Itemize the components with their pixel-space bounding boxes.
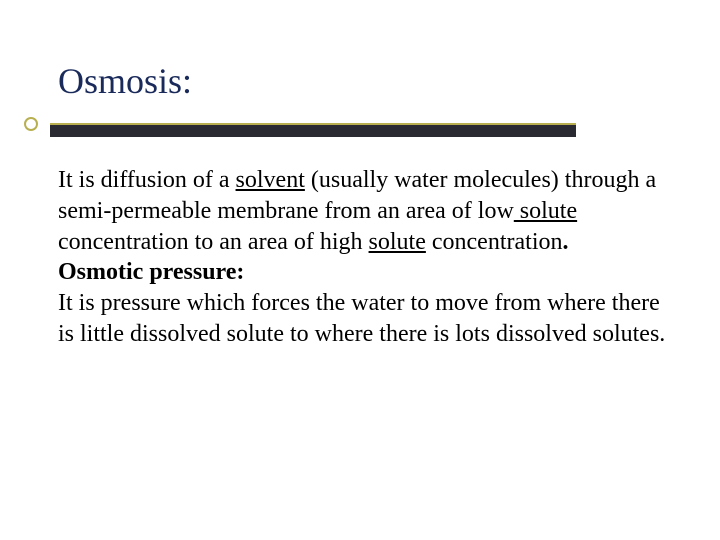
title-divider	[58, 111, 672, 137]
body-p1-c: concentration to an area of high	[58, 229, 369, 255]
body-text: It is diffusion of a solvent (usually wa…	[58, 165, 672, 349]
title-row: Osmosis:	[58, 60, 672, 109]
bullet-dot-icon	[24, 117, 38, 131]
body-p3: It is pressure which forces the water to…	[58, 290, 665, 347]
body-p1-dot: .	[562, 229, 568, 255]
body-p1-d: concentration	[426, 229, 563, 255]
body-p1-solvent: solvent	[236, 167, 305, 193]
divider-shadow	[50, 125, 576, 137]
body-p2-label: Osmotic pressure:	[58, 259, 244, 285]
slide: Osmosis: It is diffusion of a solvent (u…	[0, 0, 720, 540]
body-p1-solute2: solute	[369, 229, 426, 255]
slide-title: Osmosis:	[58, 60, 192, 103]
body-p1-solute1: solute	[514, 198, 577, 224]
body-p1-a: It is diffusion of a	[58, 167, 236, 193]
